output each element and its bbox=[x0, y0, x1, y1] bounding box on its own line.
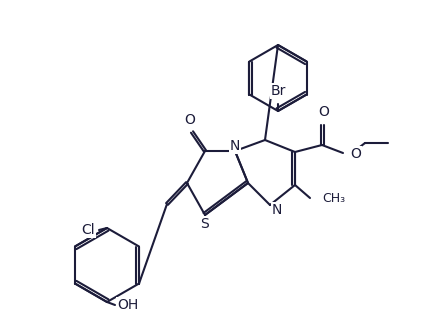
Text: N: N bbox=[272, 203, 283, 217]
Text: O: O bbox=[350, 147, 361, 161]
Text: O: O bbox=[319, 105, 329, 119]
Text: Cl: Cl bbox=[81, 223, 95, 237]
Text: OH: OH bbox=[117, 298, 138, 312]
Text: Br: Br bbox=[270, 84, 286, 98]
Text: CH₃: CH₃ bbox=[322, 193, 345, 205]
Text: S: S bbox=[200, 217, 208, 231]
Text: O: O bbox=[185, 113, 195, 127]
Text: N: N bbox=[230, 139, 240, 153]
